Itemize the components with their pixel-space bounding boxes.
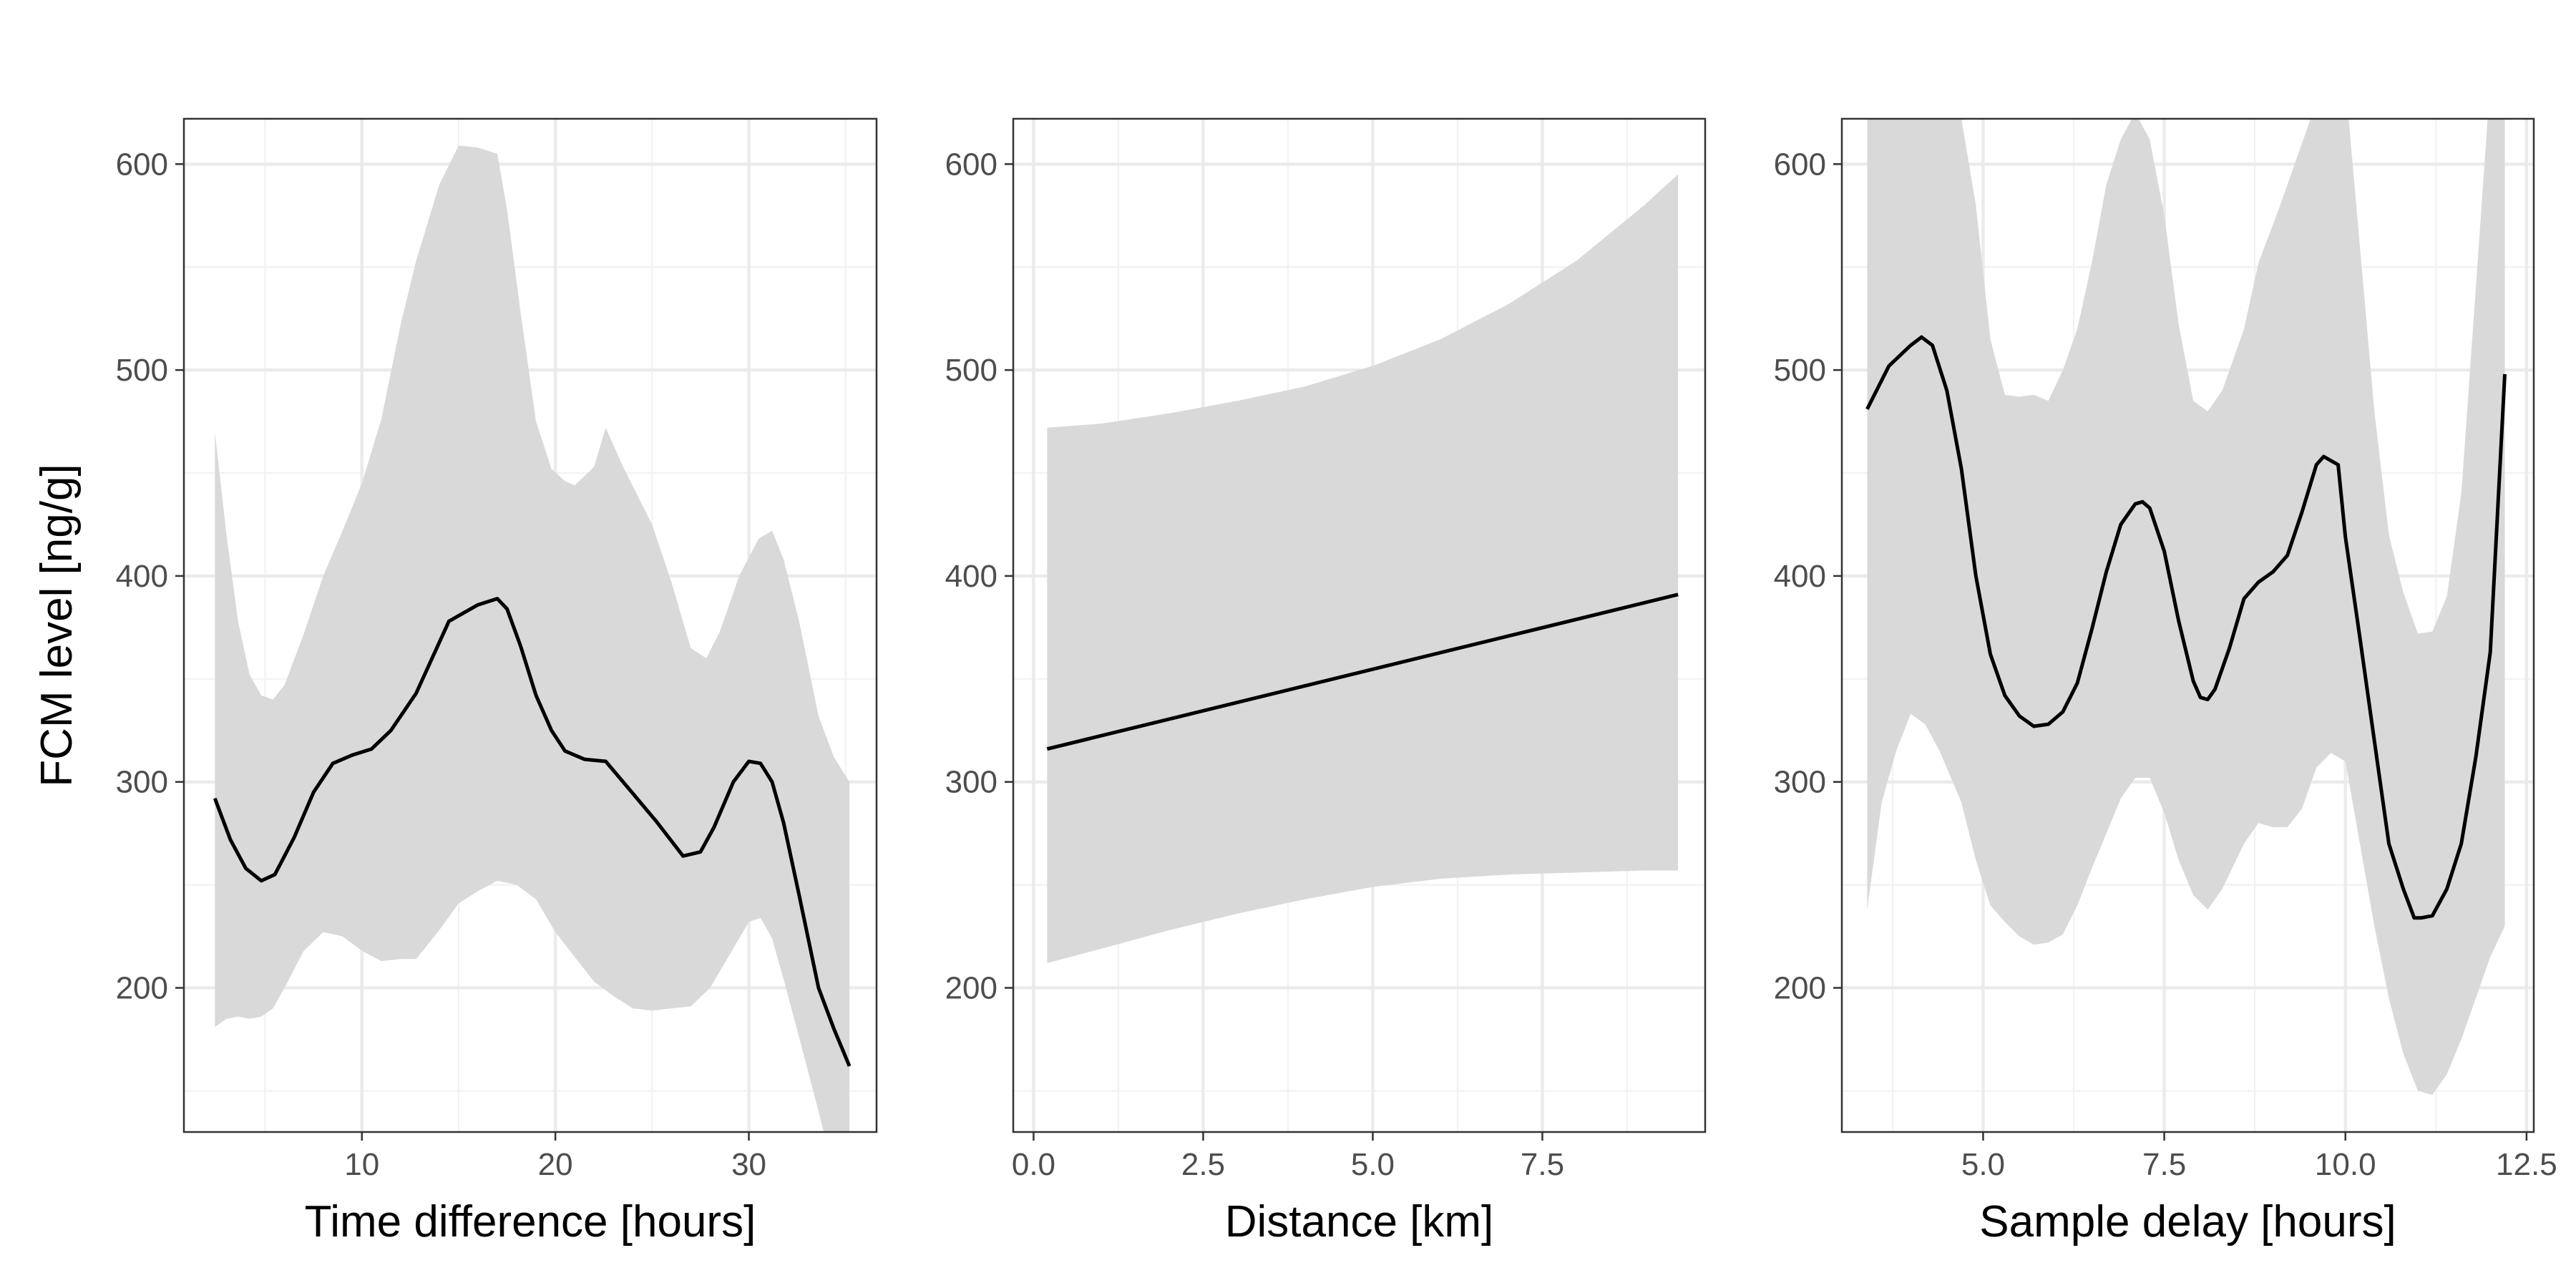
y-tick-label: 300 — [945, 765, 997, 800]
y-tick-label: 200 — [945, 971, 997, 1006]
x-axis-title: Distance [km] — [1225, 1197, 1494, 1246]
series-line — [1046, 592, 1679, 751]
x-tick-label: 30 — [731, 1147, 766, 1182]
panel-border — [182, 117, 878, 1133]
y-tick-label: 500 — [945, 353, 997, 388]
x-tick-label: 12.5 — [2496, 1147, 2557, 1182]
x-axis-title: Sample delay [hours] — [1979, 1197, 2396, 1246]
x-tick-label: 20 — [538, 1147, 573, 1182]
y-tick-label: 400 — [945, 559, 997, 594]
panel-3: 5.0 7.5 10.0 12.5 200 300 400 500 600 Sample dela… — [1774, 117, 2557, 1246]
y-tick-label: 200 — [116, 971, 168, 1006]
y-tick-label: 600 — [1774, 147, 1826, 182]
x-tick-label: 2.5 — [1181, 1147, 1225, 1182]
y-tick-label: 400 — [1774, 559, 1826, 594]
x-tick-label: 5.0 — [1351, 1147, 1395, 1182]
panel-1: 10 20 30 200 300 400 500 600 Time difference [ho… — [116, 117, 878, 1246]
panel-2: 0.0 2.5 5.0 7.5 200 300 400 500 600 Distance [km] — [945, 117, 1707, 1246]
y-tick-label: 300 — [116, 765, 168, 800]
panels: 10 20 30 200 300 400 500 600 Time difference [ho… — [116, 117, 2557, 1246]
y-tick-label: 400 — [116, 559, 168, 594]
y-tick-label: 300 — [1774, 765, 1826, 800]
y-tick-label: 500 — [1774, 353, 1826, 388]
x-axis-title: Time difference [hours] — [305, 1197, 756, 1246]
x-tick-label: 10.0 — [2315, 1147, 2376, 1182]
x-tick-label: 0.0 — [1012, 1147, 1055, 1182]
y-axis-title: FCM level [ng/g] — [32, 464, 82, 786]
series-line — [213, 597, 852, 1067]
panel-border — [1012, 117, 1707, 1133]
x-tick-label: 10 — [344, 1147, 379, 1182]
x-tick-label: 7.5 — [2142, 1147, 2186, 1182]
x-tick-label: 7.5 — [1521, 1147, 1564, 1182]
y-tick-label: 600 — [945, 147, 997, 182]
y-tick-label: 200 — [1774, 971, 1826, 1006]
y-tick-label: 600 — [116, 147, 168, 182]
confidence-band — [215, 145, 850, 1132]
panel-border — [1840, 117, 2535, 1133]
confidence-band — [1867, 119, 2505, 1096]
confidence-band — [1047, 174, 1679, 964]
x-tick-label: 5.0 — [1961, 1147, 2005, 1182]
y-tick-label: 500 — [116, 353, 168, 388]
series-line — [1865, 335, 2507, 920]
